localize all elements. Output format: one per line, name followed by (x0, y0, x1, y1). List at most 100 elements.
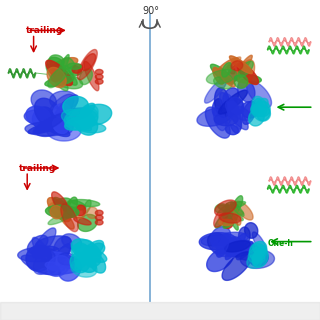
Polygon shape (226, 125, 238, 135)
Polygon shape (46, 64, 68, 91)
Polygon shape (74, 245, 107, 262)
Polygon shape (226, 204, 238, 230)
Polygon shape (71, 206, 86, 219)
Polygon shape (48, 212, 74, 225)
Polygon shape (214, 113, 238, 126)
Polygon shape (215, 204, 227, 213)
Polygon shape (26, 106, 51, 126)
Polygon shape (253, 99, 268, 114)
Polygon shape (220, 72, 235, 87)
Polygon shape (213, 107, 226, 131)
Polygon shape (220, 92, 233, 117)
Polygon shape (224, 210, 243, 221)
Polygon shape (75, 240, 94, 258)
Polygon shape (222, 210, 233, 220)
Polygon shape (251, 104, 264, 116)
Polygon shape (223, 216, 234, 228)
Polygon shape (36, 236, 71, 250)
Polygon shape (38, 266, 81, 275)
Polygon shape (53, 198, 71, 208)
Polygon shape (77, 50, 97, 80)
Polygon shape (222, 63, 232, 77)
Polygon shape (68, 200, 86, 210)
Polygon shape (218, 239, 250, 252)
Polygon shape (61, 109, 91, 126)
Polygon shape (50, 206, 63, 219)
Polygon shape (87, 258, 100, 267)
Polygon shape (72, 64, 83, 73)
Text: trailing: trailing (19, 164, 56, 172)
Polygon shape (67, 197, 77, 213)
Polygon shape (231, 106, 251, 120)
Polygon shape (47, 256, 70, 276)
Polygon shape (223, 88, 238, 106)
Polygon shape (238, 61, 253, 77)
Polygon shape (253, 249, 268, 267)
Polygon shape (54, 116, 73, 135)
Polygon shape (81, 108, 98, 122)
Polygon shape (71, 239, 101, 262)
Polygon shape (230, 204, 241, 225)
Polygon shape (218, 205, 244, 215)
Polygon shape (225, 202, 235, 208)
Polygon shape (224, 240, 255, 257)
Polygon shape (224, 237, 244, 255)
Polygon shape (252, 248, 261, 266)
Polygon shape (219, 90, 247, 114)
Polygon shape (215, 200, 236, 216)
Polygon shape (255, 101, 270, 116)
Polygon shape (67, 63, 81, 69)
Polygon shape (252, 251, 260, 264)
Polygon shape (237, 64, 259, 84)
Polygon shape (54, 197, 74, 217)
Polygon shape (228, 98, 244, 115)
Polygon shape (206, 70, 237, 84)
Polygon shape (84, 61, 99, 91)
Polygon shape (208, 233, 229, 254)
Polygon shape (46, 60, 72, 85)
Polygon shape (59, 211, 74, 229)
Polygon shape (249, 241, 267, 259)
Polygon shape (63, 96, 88, 116)
Polygon shape (24, 110, 60, 126)
Polygon shape (76, 122, 106, 133)
Polygon shape (67, 117, 92, 131)
Polygon shape (227, 202, 245, 209)
Polygon shape (52, 95, 78, 124)
Polygon shape (252, 99, 262, 114)
Polygon shape (95, 74, 103, 79)
Polygon shape (49, 55, 64, 67)
Polygon shape (32, 107, 53, 128)
Polygon shape (211, 227, 231, 248)
Polygon shape (80, 103, 95, 115)
Polygon shape (53, 236, 72, 259)
Polygon shape (241, 102, 259, 118)
Polygon shape (18, 247, 58, 262)
Polygon shape (223, 213, 238, 228)
Polygon shape (53, 118, 68, 133)
Polygon shape (53, 73, 83, 89)
Polygon shape (95, 220, 103, 225)
Polygon shape (47, 252, 79, 268)
Polygon shape (225, 234, 245, 260)
Polygon shape (45, 262, 65, 271)
Polygon shape (234, 75, 248, 88)
Polygon shape (229, 56, 252, 74)
Polygon shape (230, 202, 244, 216)
Polygon shape (61, 204, 78, 232)
Polygon shape (220, 232, 249, 242)
Polygon shape (212, 238, 243, 257)
Polygon shape (238, 60, 255, 87)
Polygon shape (207, 248, 234, 272)
Polygon shape (89, 243, 105, 256)
Polygon shape (48, 202, 71, 217)
Polygon shape (33, 251, 55, 274)
Polygon shape (237, 55, 252, 74)
Bar (0, 302, 320, 320)
Polygon shape (47, 57, 63, 71)
Polygon shape (76, 205, 86, 216)
Polygon shape (225, 241, 250, 252)
Polygon shape (226, 102, 248, 130)
Polygon shape (215, 204, 238, 228)
Polygon shape (231, 196, 243, 215)
